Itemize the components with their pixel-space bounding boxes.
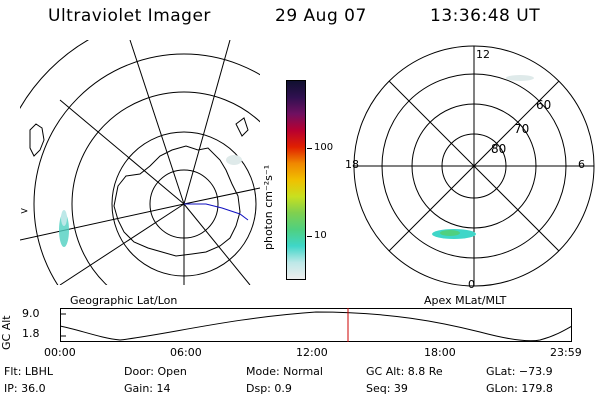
altitude-axis-label: GC Alt: [0, 315, 13, 350]
altitude-plot-frame: [60, 308, 572, 342]
mlt-label-6: 6: [578, 158, 585, 171]
meridian-line: [183, 187, 260, 205]
dsp-status: Dsp: 0.9: [246, 382, 292, 395]
meridian-line: [20, 203, 185, 241]
aurora-emission: [226, 155, 242, 165]
date-label: 29 Aug 07: [275, 6, 367, 26]
map-edge-mark: >: [20, 206, 28, 217]
mlt-diagonal: [388, 80, 560, 252]
filter-status: Flt: LBHL: [4, 365, 53, 378]
apex-polar-plot: [353, 45, 595, 287]
colorbar-tickmark: [307, 148, 312, 149]
lat-circle: [33, 53, 260, 285]
mlt-label-18: 18: [345, 158, 359, 171]
lat-circle: [71, 91, 260, 285]
intensity-colorbar: [286, 80, 306, 280]
altitude-tick-low: 1.8: [22, 327, 40, 340]
geographic-map-label: Geographic Lat/Lon: [70, 294, 178, 307]
mlat-label-80: 80: [491, 142, 507, 156]
altitude-plot: [60, 308, 572, 342]
colorbar-tickmark: [307, 236, 312, 237]
colorbar-tick-10: 10: [314, 230, 327, 241]
meridian-line: [129, 40, 185, 205]
door-status: Door: Open: [124, 365, 187, 378]
altitude-tick-high: 9.0: [22, 307, 40, 320]
ip-status: IP: 36.0: [4, 382, 46, 395]
coastline: [113, 145, 241, 257]
meridian-line: [59, 99, 185, 205]
colorbar-unit-label: photon cm⁻²s⁻¹: [262, 164, 275, 250]
mlt-label-12: 12: [476, 48, 490, 61]
meridian-line: [183, 40, 231, 205]
time-label: 13:36:48 UT: [430, 6, 541, 26]
mlat-label-70: 70: [514, 122, 530, 136]
aurora-emission: [506, 75, 534, 81]
instrument-title: Ultraviolet Imager: [48, 6, 211, 26]
meridian-line: [183, 203, 251, 285]
geographic-map: >: [20, 40, 260, 285]
gc-altitude-status: GC Alt: 8.8 Re: [366, 365, 443, 378]
glat-status: GLat: −73.9: [486, 365, 553, 378]
apex-map-label: Apex MLat/MLT: [424, 294, 507, 307]
sequence-status: Seq: 39: [366, 382, 408, 395]
mlat-label-60: 60: [536, 98, 552, 112]
coastline: [235, 117, 249, 137]
coastline: [29, 123, 45, 157]
time-tick-2359: 23:59: [550, 346, 582, 359]
gain-status: Gain: 14: [124, 382, 171, 395]
meridian-line: [59, 203, 185, 285]
glon-status: GLon: 179.8: [486, 382, 553, 395]
colorbar-tick-100: 100: [314, 142, 334, 153]
time-tick-1200: 12:00: [296, 346, 328, 359]
time-tick-1800: 18:00: [424, 346, 456, 359]
mlt-label-0: 0: [468, 278, 475, 291]
time-tick-0000: 00:00: [44, 346, 76, 359]
aurora-emission: [61, 210, 67, 226]
aurora-emission: [440, 230, 460, 236]
mode-status: Mode: Normal: [246, 365, 323, 378]
terminator-line: [184, 203, 249, 221]
altitude-curve: [60, 311, 572, 342]
time-tick-0600: 06:00: [170, 346, 202, 359]
